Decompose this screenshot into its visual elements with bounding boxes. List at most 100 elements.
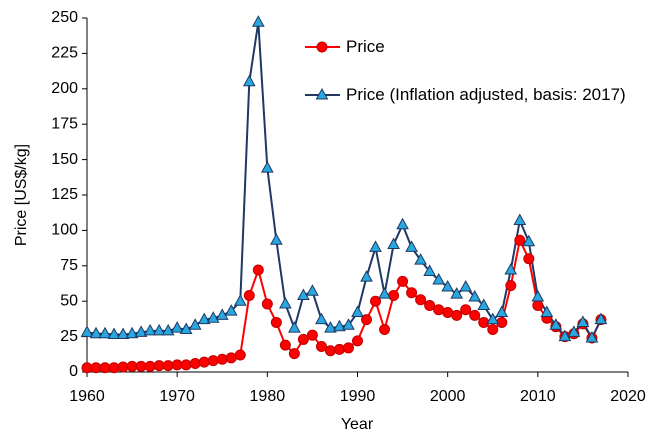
- data-point: [432, 272, 445, 285]
- data-point: [379, 324, 391, 336]
- data-point: [225, 352, 237, 364]
- series-line: [86, 22, 602, 341]
- data-point: [424, 299, 436, 311]
- data-point: [233, 294, 247, 306]
- data-point: [152, 323, 166, 336]
- data-point: [333, 343, 345, 355]
- data-point: [306, 329, 318, 341]
- data-point: [242, 74, 256, 87]
- data-point: [532, 299, 544, 311]
- data-point: [215, 308, 229, 320]
- data-point: [251, 15, 265, 27]
- data-point: [585, 330, 599, 343]
- data-point: [514, 234, 526, 246]
- data-point: [495, 305, 509, 318]
- data-point: [522, 234, 536, 247]
- x-tick-label: 1980: [250, 388, 286, 405]
- data-point: [99, 362, 111, 374]
- data-point: [315, 312, 328, 325]
- data-point: [288, 321, 301, 333]
- data-point: [450, 287, 464, 299]
- data-point: [297, 288, 310, 301]
- data-point: [134, 325, 148, 337]
- data-point: [179, 322, 193, 335]
- data-point: [324, 345, 336, 357]
- data-point: [396, 217, 409, 230]
- data-point: [378, 287, 391, 299]
- x-tick-label: 2020: [610, 388, 646, 405]
- data-point: [388, 290, 400, 302]
- data-point: [567, 325, 581, 337]
- data-point: [198, 356, 210, 368]
- data-point: [505, 280, 517, 292]
- data-point: [397, 275, 409, 287]
- data-point: [243, 290, 255, 302]
- data-point: [486, 312, 500, 325]
- data-point: [252, 264, 264, 276]
- data-point: [414, 253, 427, 265]
- data-point: [315, 341, 327, 353]
- y-tick-label: 225: [51, 45, 78, 62]
- data-point: [197, 312, 211, 325]
- legend-marker: [316, 41, 328, 53]
- data-point: [460, 304, 472, 316]
- data-point: [576, 315, 590, 327]
- x-tick-label: 2010: [520, 388, 556, 405]
- data-point: [469, 309, 481, 321]
- data-point: [405, 240, 418, 252]
- data-point: [360, 270, 373, 282]
- y-tick-label: 125: [51, 186, 78, 203]
- data-point: [478, 316, 490, 328]
- data-point: [504, 263, 518, 275]
- data-point: [171, 359, 183, 371]
- data-point: [117, 361, 129, 373]
- data-point: [125, 326, 139, 339]
- data-point: [433, 304, 445, 316]
- data-point: [162, 360, 174, 372]
- data-point: [370, 295, 382, 307]
- x-tick-label: 2000: [430, 388, 466, 405]
- data-point: [297, 333, 309, 345]
- legend-label: Price: [346, 37, 385, 56]
- data-point: [270, 233, 283, 245]
- data-point: [342, 342, 354, 354]
- x-axis-label: Year: [341, 416, 374, 433]
- data-point: [188, 318, 202, 330]
- data-point: [459, 280, 473, 292]
- data-point: [342, 318, 355, 330]
- data-point: [216, 353, 228, 365]
- data-point: [279, 296, 292, 309]
- data-point: [523, 253, 535, 265]
- y-tick-label: 75: [60, 257, 78, 274]
- data-point: [352, 335, 363, 347]
- data-point: [261, 298, 273, 310]
- data-point: [90, 362, 102, 374]
- data-point: [594, 312, 608, 325]
- data-point: [442, 307, 454, 319]
- data-point: [513, 213, 527, 225]
- data-point: [108, 362, 120, 374]
- legend-label: Price (Inflation adjusted, basis: 2017): [346, 85, 626, 104]
- data-point: [531, 289, 545, 302]
- data-point: [224, 304, 238, 316]
- data-point: [189, 358, 201, 370]
- y-axis-label: Price [US$/kg]: [13, 144, 30, 246]
- data-point: [558, 329, 572, 342]
- data-point: [81, 362, 93, 374]
- data-point: [333, 319, 346, 332]
- data-point: [207, 355, 219, 367]
- data-point: [89, 326, 103, 339]
- data-point: [107, 327, 121, 339]
- data-point: [387, 237, 400, 250]
- data-point: [406, 287, 418, 299]
- data-point: [549, 318, 563, 330]
- data-point: [270, 316, 282, 328]
- y-tick-label: 150: [51, 151, 78, 168]
- data-point: [260, 161, 274, 173]
- y-tick-label: 250: [51, 9, 78, 26]
- data-point: [143, 323, 157, 336]
- x-tick-label: 1960: [69, 388, 105, 405]
- data-point: [144, 360, 156, 372]
- x-tick-label: 1970: [159, 388, 195, 405]
